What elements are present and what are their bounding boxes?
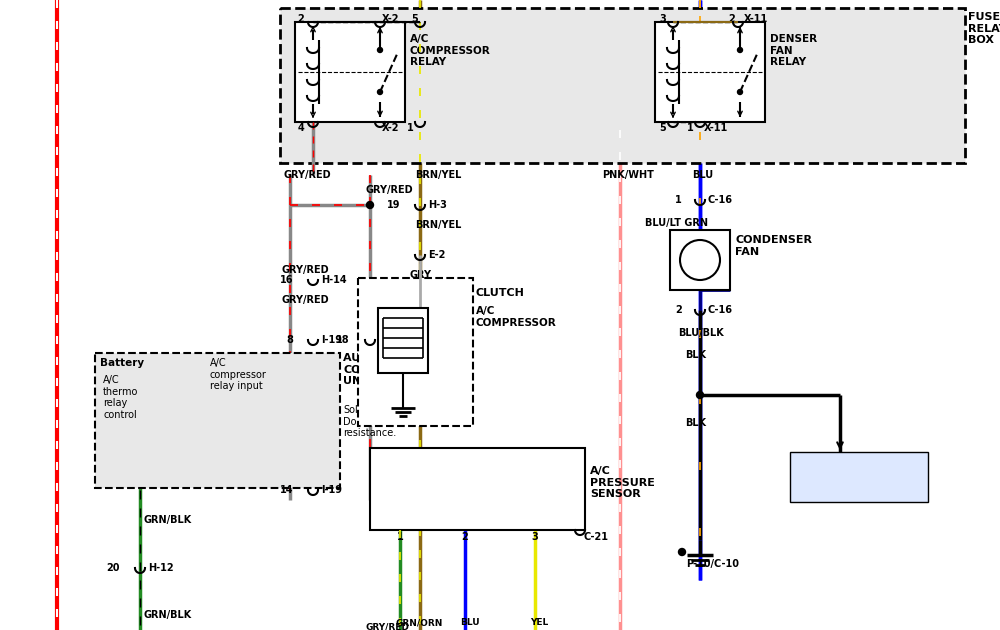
Text: BLU/LT GRN: BLU/LT GRN xyxy=(645,218,708,228)
Text: H-3: H-3 xyxy=(428,200,447,210)
Text: X-11: X-11 xyxy=(704,123,728,133)
Bar xyxy=(95,353,340,488)
Text: A/C
COMPRESSOR
RELAY: A/C COMPRESSOR RELAY xyxy=(410,34,491,67)
Text: I-19: I-19 xyxy=(321,485,342,495)
Text: C-21: C-21 xyxy=(583,532,608,542)
Text: See Ground
Distribution: See Ground Distribution xyxy=(826,466,892,488)
Text: BLU: BLU xyxy=(692,170,713,180)
Text: BLK: BLK xyxy=(685,350,706,360)
Text: 18: 18 xyxy=(336,335,350,345)
Text: M: M xyxy=(694,253,706,266)
Text: CONDENSER
FAN: CONDENSER FAN xyxy=(735,235,812,256)
Text: I-20: I-20 xyxy=(378,335,399,345)
Text: A/C
thermo
relay
control: A/C thermo relay control xyxy=(103,375,138,420)
Text: GRY/RED: GRY/RED xyxy=(365,185,413,195)
Text: Battery: Battery xyxy=(100,358,144,368)
Text: 2: 2 xyxy=(729,14,735,24)
Text: 1: 1 xyxy=(397,532,403,542)
Text: A/C
compressor
relay input: A/C compressor relay input xyxy=(210,358,267,391)
Text: 1: 1 xyxy=(687,123,693,133)
Text: 2: 2 xyxy=(675,305,682,315)
Text: 20: 20 xyxy=(106,563,120,573)
Text: 19: 19 xyxy=(386,200,400,210)
Text: FUSE/
RELAY
BOX: FUSE/ RELAY BOX xyxy=(968,12,1000,45)
Text: E-2: E-2 xyxy=(428,250,445,260)
Text: H-12: H-12 xyxy=(148,563,174,573)
Text: PNK/WHT: PNK/WHT xyxy=(602,170,654,180)
Text: DENSER
FAN
RELAY: DENSER FAN RELAY xyxy=(770,34,817,67)
Circle shape xyxy=(738,89,742,94)
Text: A/C
PRESSURE
SENSOR: A/C PRESSURE SENSOR xyxy=(590,466,655,499)
Text: YEL: YEL xyxy=(530,618,548,627)
Text: 16: 16 xyxy=(280,275,293,285)
Bar xyxy=(358,278,473,426)
Bar xyxy=(370,448,585,530)
Text: 5: 5 xyxy=(660,123,666,133)
Text: 2: 2 xyxy=(298,14,304,24)
Circle shape xyxy=(366,202,374,209)
Text: AUTO A/C
CONTROL
UNIT: AUTO A/C CONTROL UNIT xyxy=(343,353,402,386)
Bar xyxy=(280,8,965,163)
Text: 1: 1 xyxy=(675,195,682,205)
Circle shape xyxy=(378,89,382,94)
Text: BLU/BLK: BLU/BLK xyxy=(678,328,724,338)
Text: GRY/RED: GRY/RED xyxy=(281,295,329,305)
Bar xyxy=(378,308,428,373)
Bar xyxy=(790,452,928,502)
Text: A/C
COMPRESSOR: A/C COMPRESSOR xyxy=(476,306,557,328)
Circle shape xyxy=(678,549,686,556)
Text: H-14: H-14 xyxy=(321,275,347,285)
Text: GRY/RED: GRY/RED xyxy=(365,622,409,630)
Text: 3: 3 xyxy=(532,532,538,542)
Text: CLUTCH: CLUTCH xyxy=(476,288,525,298)
Text: BRN/YEL: BRN/YEL xyxy=(415,220,461,230)
Text: I-19: I-19 xyxy=(321,335,342,345)
Text: 4: 4 xyxy=(298,123,304,133)
Text: P-10/C-10: P-10/C-10 xyxy=(686,559,739,569)
Bar xyxy=(655,22,765,122)
Text: Solid-state:
Do not check
resistance.: Solid-state: Do not check resistance. xyxy=(343,405,407,438)
Bar xyxy=(295,22,405,122)
Text: X-11: X-11 xyxy=(744,14,768,24)
Text: BRN/YEL: BRN/YEL xyxy=(415,170,461,180)
Text: 8: 8 xyxy=(286,335,293,345)
Text: GRN/BLK: GRN/BLK xyxy=(143,610,191,620)
Text: GRY: GRY xyxy=(410,270,432,280)
Text: 3: 3 xyxy=(660,14,666,24)
Text: C-16: C-16 xyxy=(708,195,733,205)
Text: GRN/ORN: GRN/ORN xyxy=(395,618,442,627)
Text: 1: 1 xyxy=(407,123,413,133)
Circle shape xyxy=(738,47,742,52)
Circle shape xyxy=(696,391,704,399)
Text: BLU: BLU xyxy=(460,618,480,627)
Text: GRN/BLK: GRN/BLK xyxy=(143,515,191,525)
Text: GRY/RED: GRY/RED xyxy=(281,265,329,275)
Bar xyxy=(670,230,730,290)
Text: 2: 2 xyxy=(462,532,468,542)
Text: C-16: C-16 xyxy=(708,305,733,315)
Text: GRY/RED: GRY/RED xyxy=(283,170,331,180)
Text: 5: 5 xyxy=(412,14,418,24)
Text: X-2: X-2 xyxy=(382,123,400,133)
Circle shape xyxy=(378,47,382,52)
Text: BLK: BLK xyxy=(685,418,706,428)
Text: 14: 14 xyxy=(280,485,293,495)
Text: X-2: X-2 xyxy=(382,14,400,24)
